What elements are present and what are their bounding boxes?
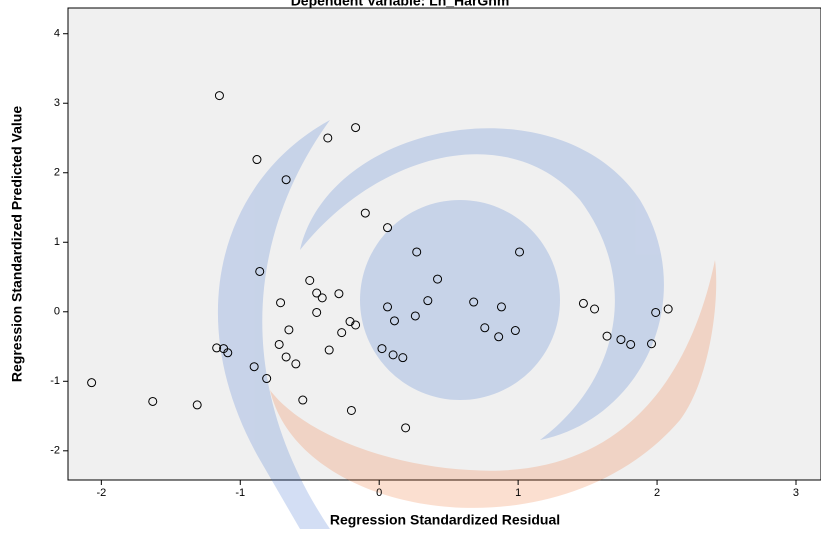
chart: Dependent Variable: Ln_HarGnm Regression… xyxy=(0,0,821,529)
x-tick-label: -2 xyxy=(96,487,106,499)
x-tick-label: 0 xyxy=(376,487,382,499)
y-axis-title: Regression Standardized Predicted Value xyxy=(9,106,25,382)
y-tick-label: -1 xyxy=(50,375,60,387)
y-tick-label: 3 xyxy=(54,97,60,109)
y-tick-label: 0 xyxy=(54,306,60,318)
x-tick-label: -1 xyxy=(235,487,245,499)
y-tick-label: -2 xyxy=(50,445,60,457)
chart-title: Dependent Variable: Ln_HarGnm xyxy=(291,0,510,9)
x-axis-title: Regression Standardized Residual xyxy=(330,512,560,528)
x-tick-label: 1 xyxy=(515,487,521,499)
y-tick-label: 2 xyxy=(54,167,60,179)
x-tick-label: 2 xyxy=(654,487,660,499)
x-tick-label: 3 xyxy=(793,487,799,499)
y-tick-label: 4 xyxy=(54,28,60,40)
y-tick-label: 1 xyxy=(54,236,60,248)
